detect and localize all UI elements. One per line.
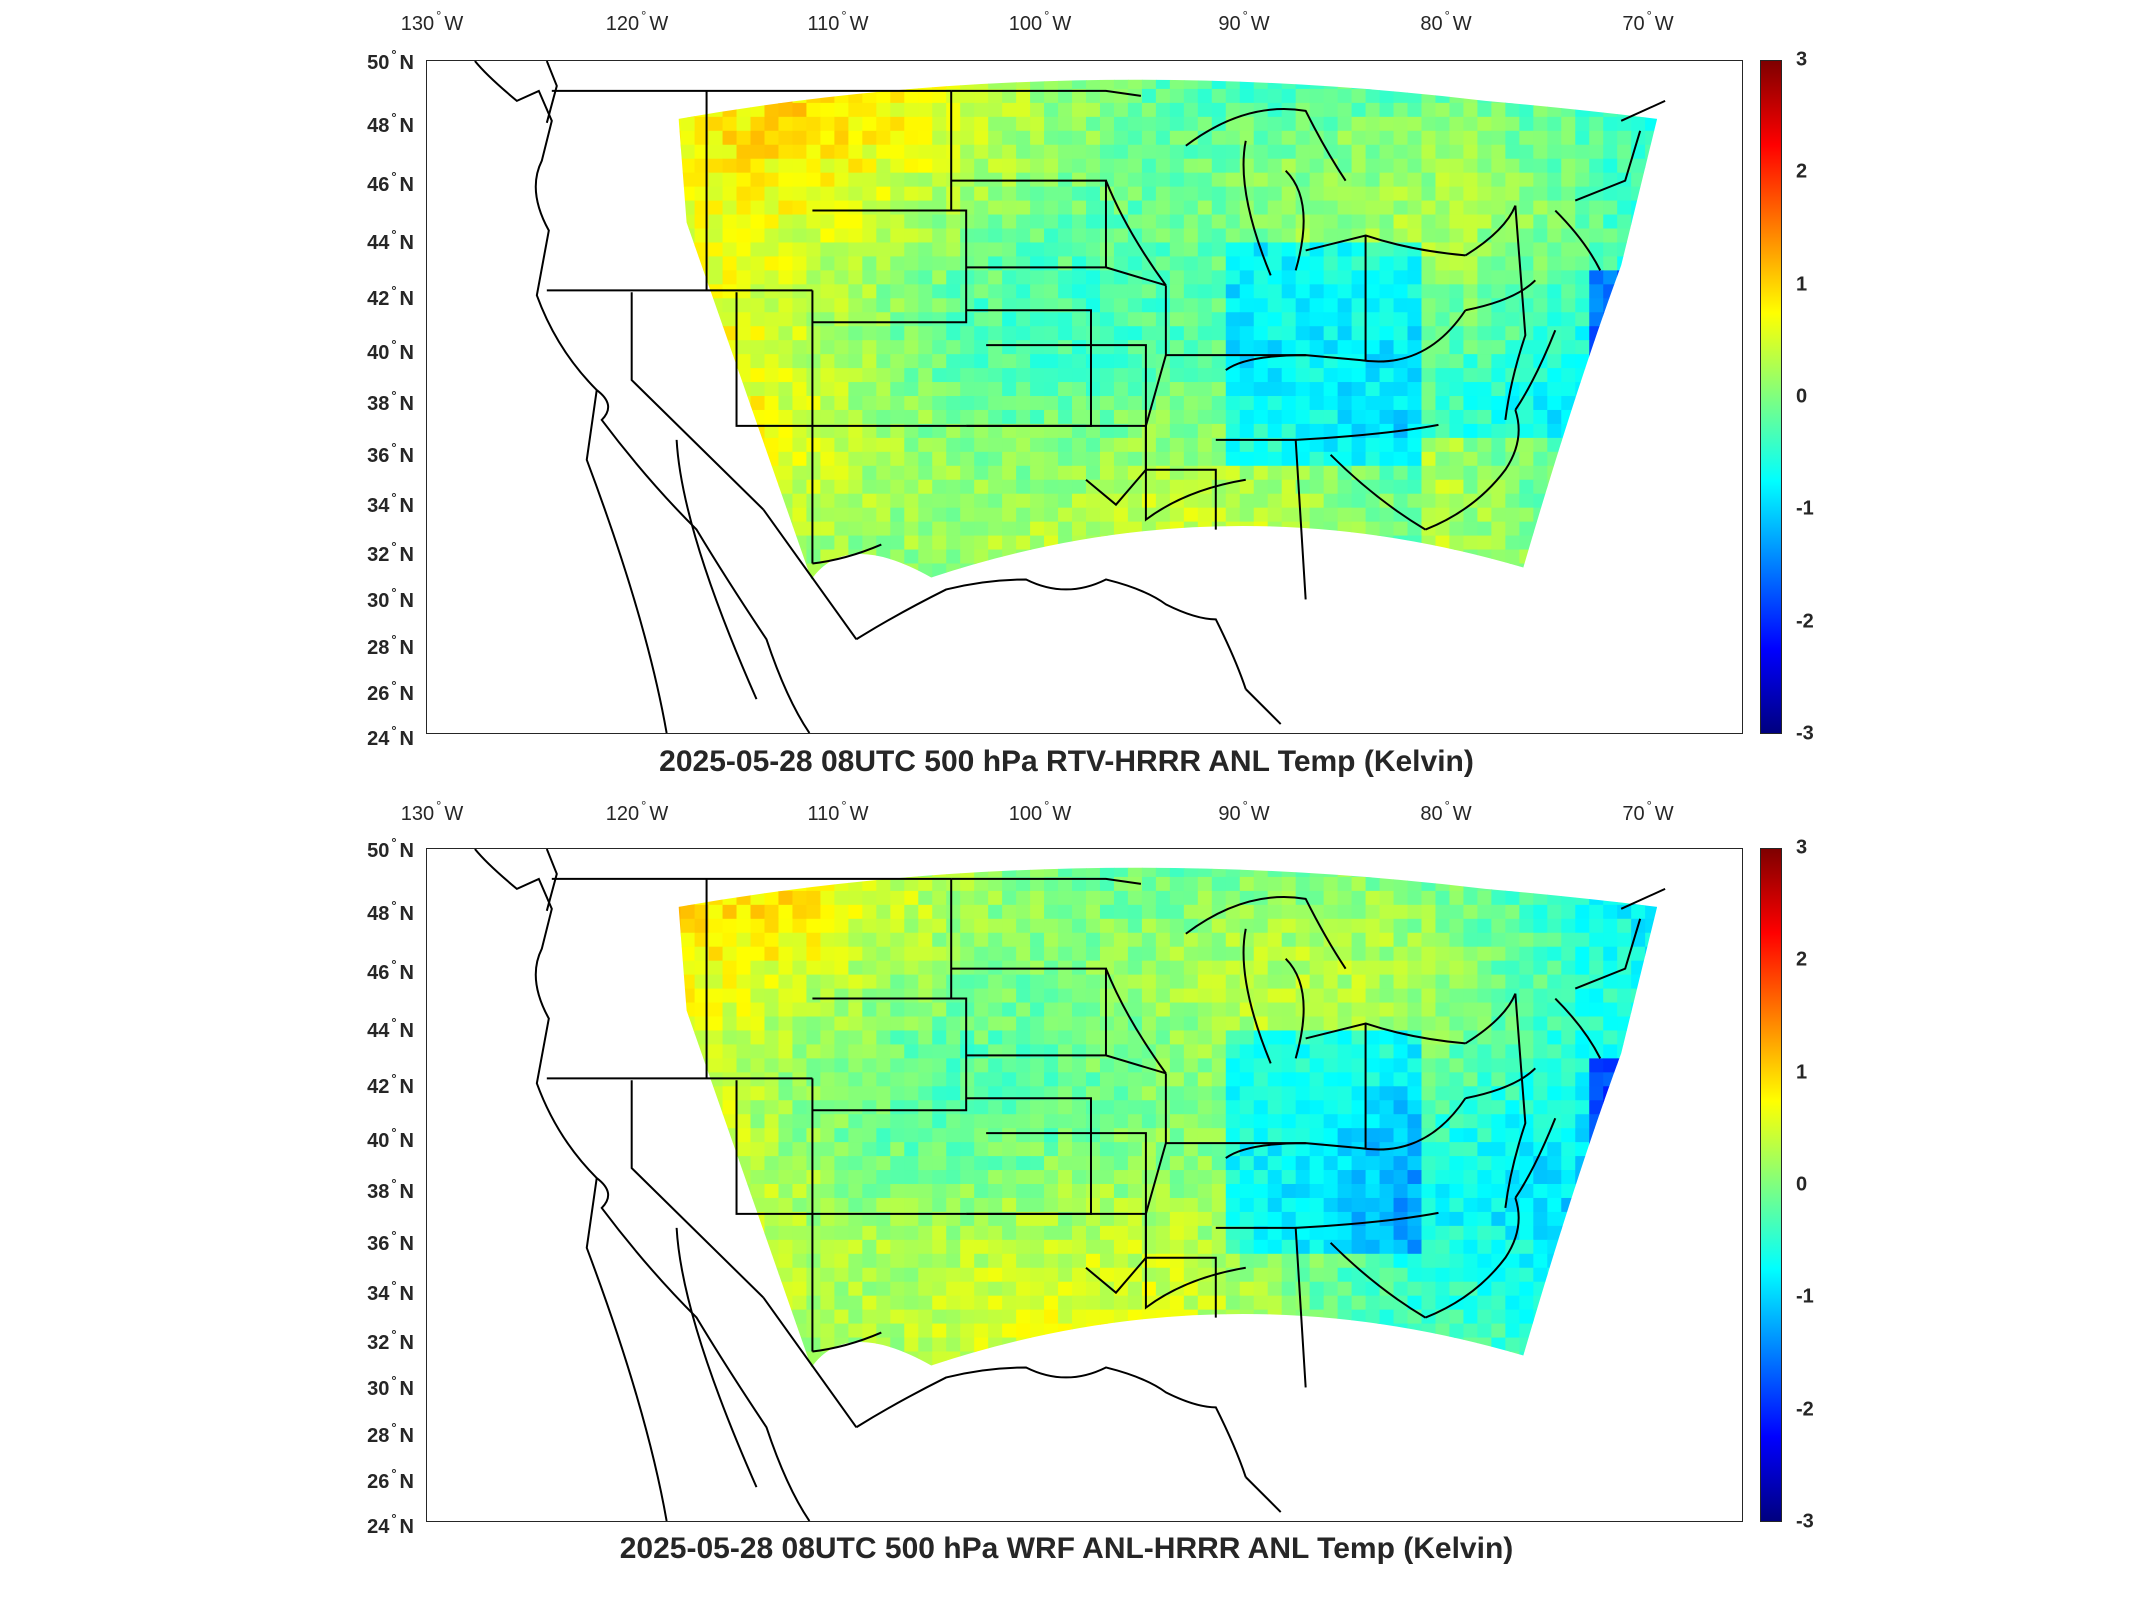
colorbar-tick-label: -1: [1796, 1285, 1814, 1308]
latitude-tick-label: 34 ° N: [367, 1278, 414, 1305]
longitude-tick-label: 100 ° W: [1008, 8, 1072, 35]
latitude-tick-label: 30 ° N: [367, 585, 414, 612]
temperature-field: [678, 79, 1658, 580]
colorbar-tick-label: -3: [1796, 1510, 1814, 1533]
latitude-tick-label: 34 ° N: [367, 490, 414, 517]
colorbar-tick-label: 1: [1796, 1061, 1808, 1084]
top-map-panel: 130 ° W 120 ° W 110 ° W 100 ° W 90 ° W 80 ° W 70 ° W 50 ° N 48 °…: [0, 0, 2133, 790]
latitude-tick-label: 44 ° N: [367, 227, 414, 254]
latitude-tick-label: 32 ° N: [367, 1327, 414, 1354]
colorbar-tick-label: -3: [1796, 722, 1814, 745]
longitude-tick-label: 120 ° W: [605, 8, 669, 35]
latitude-tick-label: 30 ° N: [367, 1373, 414, 1400]
map-plot-area: [426, 60, 1743, 734]
latitude-tick-label: 26 ° N: [367, 1466, 414, 1493]
colorbar-tick-label: 0: [1796, 385, 1808, 408]
longitude-tick-label: 90 ° W: [1218, 798, 1270, 825]
state-boundaries: [474, 61, 1666, 733]
latitude-tick-label: 40 ° N: [367, 337, 414, 364]
latitude-tick-label: 42 ° N: [367, 283, 414, 310]
latitude-tick-label: 24 ° N: [367, 1511, 414, 1538]
latitude-tick-label: 42 ° N: [367, 1071, 414, 1098]
colorbar-tick-label: 0: [1796, 1173, 1808, 1196]
bottom-map-panel: 130 ° W 120 ° W 110 ° W 100 ° W 90 ° W 80 ° W 70 ° W 50 ° N 48 °…: [0, 790, 2133, 1600]
colorbar: [1760, 848, 1782, 1522]
latitude-tick-label: 36 ° N: [367, 440, 414, 467]
longitude-tick-label: 80 ° W: [1420, 798, 1472, 825]
latitude-tick-label: 50 ° N: [367, 835, 414, 862]
colorbar-tick-label: -1: [1796, 497, 1814, 520]
longitude-tick-label: 110 ° W: [807, 8, 869, 35]
latitude-tick-label: 32 ° N: [367, 539, 414, 566]
longitude-tick-label: 80 ° W: [1420, 8, 1472, 35]
colorbar-tick-label: -2: [1796, 1398, 1814, 1421]
latitude-tick-label: 24 ° N: [367, 723, 414, 750]
latitude-tick-label: 48 ° N: [367, 110, 414, 137]
longitude-tick-label: 130 ° W: [400, 798, 464, 825]
latitude-tick-label: 46 ° N: [367, 957, 414, 984]
latitude-tick-label: 28 ° N: [367, 1420, 414, 1447]
temperature-difference-map: [474, 849, 1666, 1521]
longitude-tick-label: 110 ° W: [807, 798, 869, 825]
latitude-tick-label: 36 ° N: [367, 1228, 414, 1255]
longitude-tick-label: 90 ° W: [1218, 8, 1270, 35]
colorbar-tick-label: 1: [1796, 273, 1808, 296]
latitude-tick-label: 44 ° N: [367, 1015, 414, 1042]
map-title: 2025-05-28 08UTC 500 hPa WRF ANL-HRRR AN…: [619, 1532, 1514, 1565]
latitude-tick-label: 38 ° N: [367, 1176, 414, 1203]
latitude-tick-label: 26 ° N: [367, 678, 414, 705]
latitude-tick-label: 38 ° N: [367, 388, 414, 415]
map-title: 2025-05-28 08UTC 500 hPa RTV-HRRR ANL Te…: [659, 745, 1474, 778]
colorbar-tick-label: 3: [1796, 48, 1808, 71]
longitude-tick-label: 120 ° W: [605, 798, 669, 825]
longitude-tick-label: 130 ° W: [400, 8, 464, 35]
latitude-tick-label: 46 ° N: [367, 169, 414, 196]
latitude-tick-label: 28 ° N: [367, 632, 414, 659]
temperature-difference-map: [474, 61, 1666, 733]
colorbar-tick-label: 2: [1796, 160, 1808, 183]
colorbar: [1760, 60, 1782, 734]
longitude-tick-label: 70 ° W: [1622, 798, 1674, 825]
latitude-tick-label: 48 ° N: [367, 898, 414, 925]
latitude-tick-label: 50 ° N: [367, 47, 414, 74]
map-plot-area: [426, 848, 1743, 1522]
colorbar-tick-label: 3: [1796, 836, 1808, 859]
colorbar-tick-label: -2: [1796, 610, 1814, 633]
latitude-tick-label: 40 ° N: [367, 1125, 414, 1152]
longitude-tick-label: 100 ° W: [1008, 798, 1072, 825]
longitude-tick-label: 70 ° W: [1622, 8, 1674, 35]
colorbar-tick-label: 2: [1796, 948, 1808, 971]
state-boundaries: [474, 849, 1666, 1521]
